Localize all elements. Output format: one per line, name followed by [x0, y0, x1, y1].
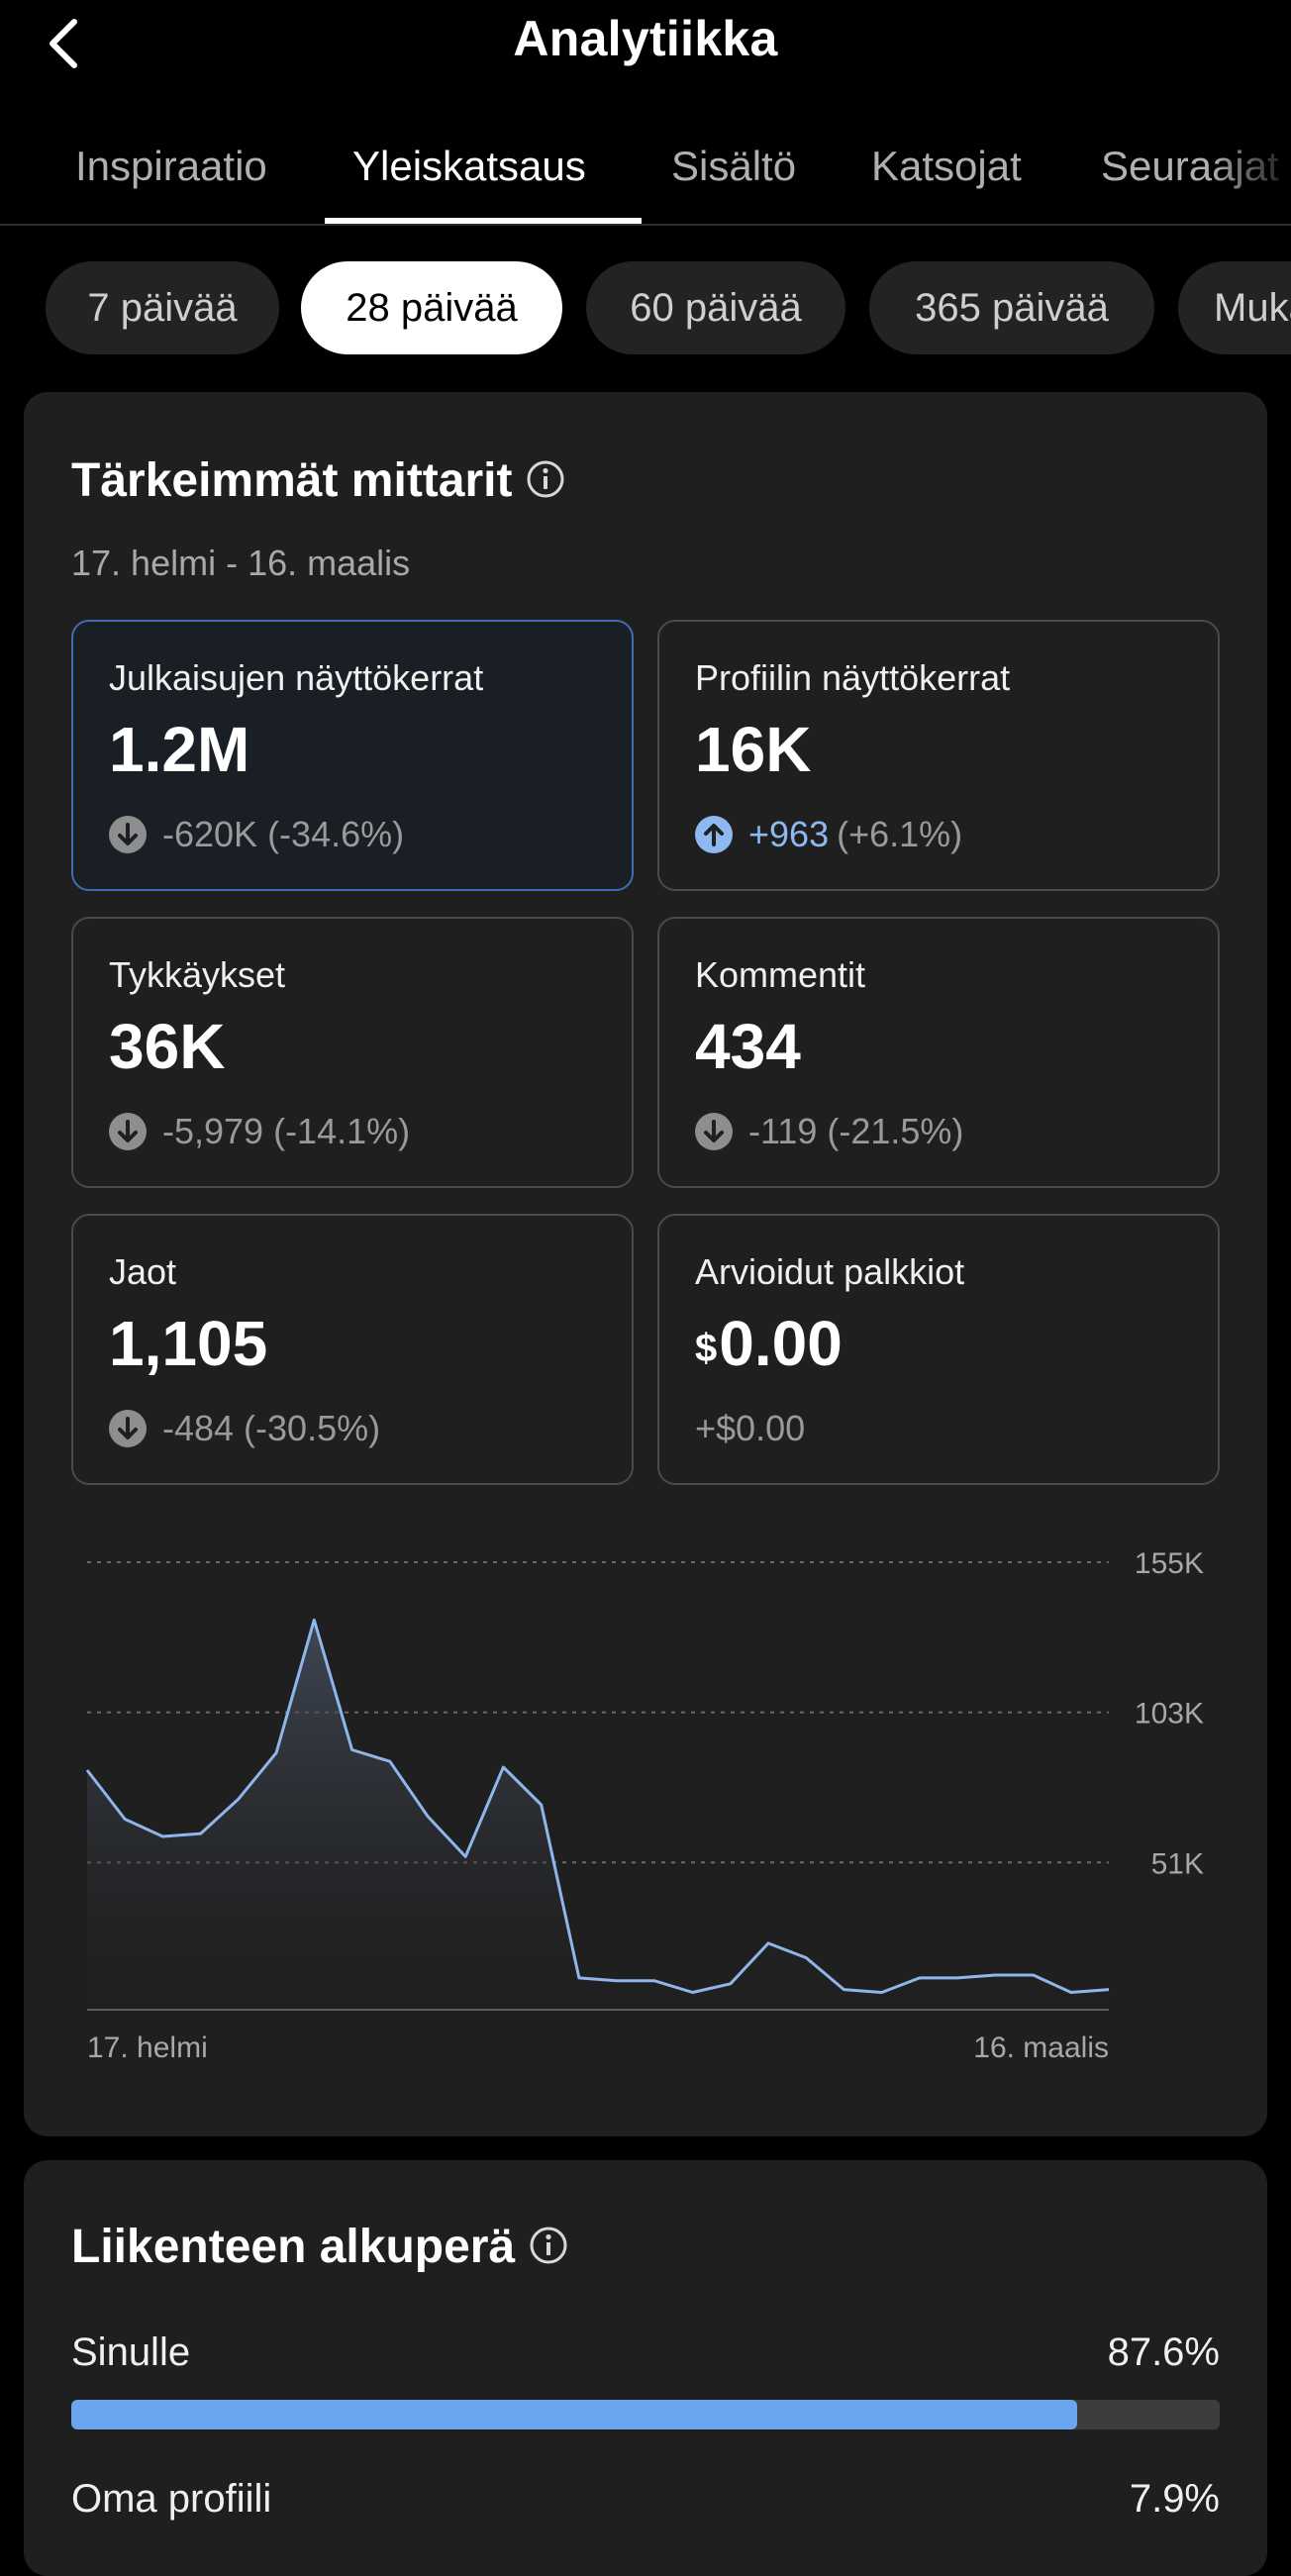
- y-axis-tick-label: 103K: [1135, 1698, 1204, 1731]
- active-tab-indicator: [325, 218, 642, 224]
- traffic-title: Liikenteen alkuperä: [71, 2221, 515, 2273]
- post-views-chart: 155K 103K 51K 17. helmi 16. maalis: [24, 392, 1267, 2136]
- y-axis-tick-label: 51K: [1151, 1847, 1204, 1880]
- y-axis-tick-label: 155K: [1135, 1547, 1204, 1580]
- top-bar: Analytiikka: [0, 0, 1291, 91]
- chart-area-fill: [87, 1620, 1109, 2010]
- tab-inspiration[interactable]: Inspiraatio: [75, 143, 267, 190]
- period-chip-365[interactable]: 365 päivää: [869, 261, 1154, 354]
- traffic-source-bar-fill: [71, 2400, 1077, 2429]
- traffic-source-card: Liikenteen alkuperä Sinulle 87.6% Oma pr…: [24, 2160, 1267, 2576]
- traffic-title-row: Liikenteen alkuperä: [71, 2220, 568, 2277]
- tabs-fade: [1212, 125, 1291, 224]
- period-chip-custom[interactable]: Mukautettu: [1178, 261, 1291, 354]
- traffic-source-percent: 7.9%: [1130, 2477, 1220, 2522]
- tab-viewers[interactable]: Katsojat: [871, 143, 1022, 190]
- traffic-source-label: Sinulle: [71, 2330, 190, 2375]
- key-metrics-card: Tärkeimmät mittarit 17. helmi - 16. maal…: [24, 392, 1267, 2136]
- traffic-source-bar: [71, 2400, 1220, 2429]
- tab-content[interactable]: Sisältö: [671, 143, 796, 190]
- period-selector: 7 päivää 28 päivää 60 päivää 365 päivää …: [0, 261, 1291, 356]
- page-title: Analytiikka: [0, 10, 1291, 67]
- period-chip-7[interactable]: 7 päivää: [46, 261, 279, 354]
- traffic-source-percent: 87.6%: [1108, 2330, 1220, 2375]
- x-axis-end-label: 16. maalis: [973, 2031, 1109, 2064]
- period-chip-28[interactable]: 28 päivää: [301, 261, 562, 354]
- info-icon[interactable]: [529, 2223, 568, 2277]
- traffic-source-label: Oma profiili: [71, 2477, 271, 2522]
- tab-overview[interactable]: Yleiskatsaus: [352, 143, 586, 190]
- tab-bar: Inspiraatio Yleiskatsaus Sisältö Katsoja…: [0, 125, 1291, 226]
- period-chip-60[interactable]: 60 päivää: [586, 261, 845, 354]
- x-axis-start-label: 17. helmi: [87, 2031, 208, 2064]
